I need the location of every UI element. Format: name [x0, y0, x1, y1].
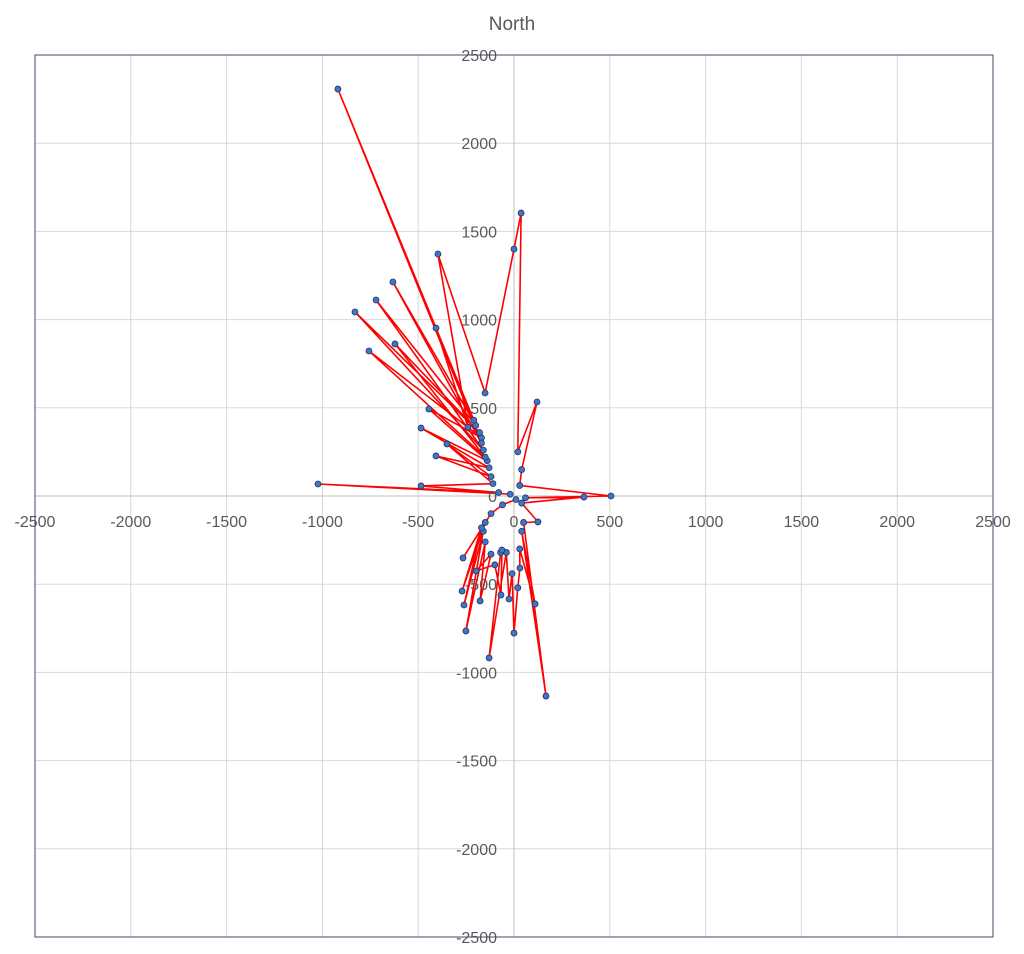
- x-tick-label: 0: [510, 514, 519, 531]
- data-point: [505, 595, 513, 603]
- data-point: [516, 545, 524, 553]
- data-point: [498, 546, 506, 554]
- data-point: [443, 440, 451, 448]
- data-point: [476, 597, 484, 605]
- data-point: [432, 324, 440, 332]
- data-point: [580, 493, 588, 501]
- data-point: [434, 250, 442, 258]
- data-point: [417, 482, 425, 490]
- data-point: [510, 245, 518, 253]
- data-point: [478, 524, 485, 532]
- data-point: [479, 446, 487, 454]
- data-point: [531, 600, 539, 608]
- x-tick-label: 500: [596, 514, 623, 531]
- data-point: [425, 405, 433, 413]
- data-point: [459, 554, 467, 562]
- data-point: [487, 510, 495, 518]
- data-point: [499, 501, 506, 509]
- y-tick-label: 0: [488, 489, 497, 506]
- data-point: [458, 587, 466, 595]
- x-tick-label: -2000: [110, 514, 151, 531]
- data-point: [476, 429, 483, 436]
- x-tick-label: -1500: [206, 514, 247, 531]
- data-point: [481, 389, 489, 397]
- data-point: [334, 85, 342, 93]
- data-point: [514, 448, 522, 456]
- data-point: [516, 482, 524, 489]
- x-tick-label: -1000: [302, 514, 343, 531]
- data-point: [522, 494, 529, 502]
- data-point: [508, 570, 516, 578]
- data-point: [518, 499, 526, 507]
- data-point: [485, 464, 493, 472]
- y-tick-label: -1500: [456, 754, 497, 771]
- y-tick-label: -500: [465, 577, 497, 594]
- data-point: [489, 480, 497, 488]
- data-point: [512, 496, 520, 503]
- data-point: [464, 423, 472, 431]
- data-point: [481, 538, 489, 546]
- y-tick-label: 1000: [461, 313, 497, 330]
- data-point: [460, 601, 468, 609]
- data-point: [432, 452, 440, 460]
- data-point: [417, 424, 425, 432]
- data-point: [391, 340, 399, 348]
- data-point: [495, 489, 503, 496]
- plot-area-border: [34, 54, 994, 938]
- data-point: [485, 654, 493, 662]
- data-point: [351, 308, 359, 316]
- data-point: [607, 492, 615, 500]
- y-tick-label: 2500: [461, 48, 497, 65]
- x-tick-label: 1500: [784, 514, 820, 531]
- chart-title: North: [489, 14, 535, 35]
- tick-labels: -2500 -2000 -1500 -1000 -500 0 500 1000 1500 2000…: [15, 48, 1011, 947]
- data-point: [462, 627, 470, 635]
- x-tick-label: 1000: [688, 514, 724, 531]
- data-point: [389, 278, 397, 286]
- data-point: [487, 473, 495, 480]
- data-point: [314, 480, 322, 488]
- series-line: [317, 88, 612, 697]
- y-tick-label: 1500: [461, 224, 497, 241]
- data-point: [514, 584, 522, 592]
- y-tick-label: -1000: [456, 665, 497, 682]
- x-tick-label: -500: [402, 514, 434, 531]
- y-tick-label: -2500: [456, 930, 497, 947]
- data-point: [372, 296, 380, 304]
- data-point: [518, 466, 526, 473]
- data-point: [518, 527, 526, 535]
- data-point: [520, 519, 527, 526]
- data-point: [534, 518, 542, 526]
- data-point: [510, 629, 518, 637]
- data-point: [516, 564, 524, 572]
- axes: [35, 55, 993, 937]
- y-tick-label: 2000: [461, 136, 497, 153]
- data-series: [314, 85, 615, 700]
- data-point: [533, 398, 541, 406]
- data-point: [542, 692, 550, 700]
- data-point: [365, 347, 373, 355]
- data-point: [481, 453, 489, 461]
- data-point: [481, 519, 489, 526]
- data-point: [497, 591, 505, 599]
- data-point: [470, 416, 478, 424]
- x-tick-label: 2000: [879, 514, 915, 531]
- data-point: [517, 209, 525, 217]
- y-tick-label: 500: [470, 401, 497, 418]
- data-point: [478, 439, 485, 447]
- data-point: [506, 490, 514, 498]
- data-point: [487, 550, 495, 558]
- y-tick-label: -2000: [456, 842, 497, 859]
- data-point: [472, 567, 480, 575]
- data-point: [491, 561, 499, 569]
